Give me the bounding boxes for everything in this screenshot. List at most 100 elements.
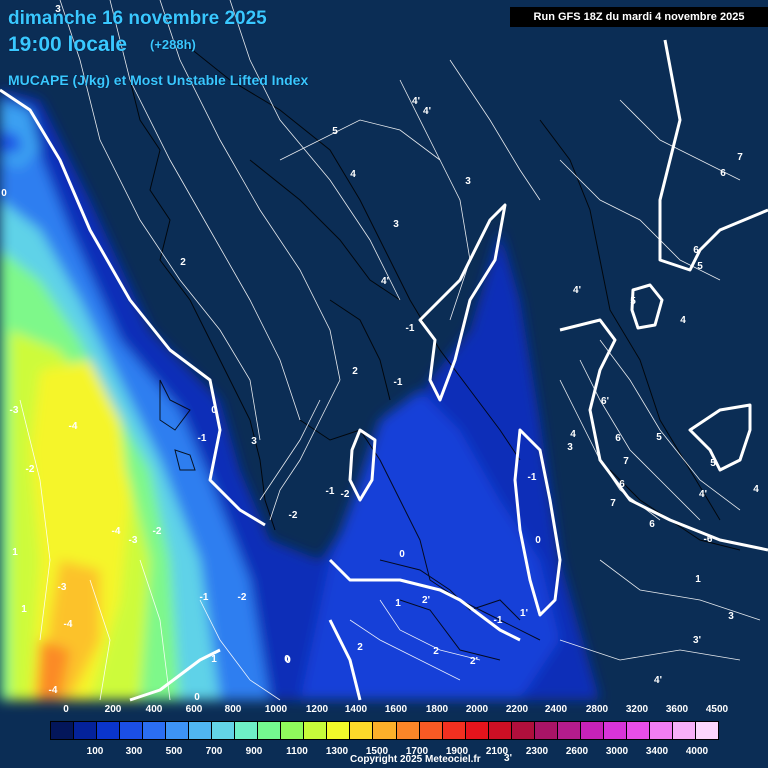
legend-swatch: [372, 721, 397, 740]
contour-label: -3: [10, 405, 19, 416]
contour-label: 7: [610, 498, 616, 509]
contour-label: 7: [623, 456, 629, 467]
contour-label: -3: [58, 582, 67, 593]
legend-tick-bottom: 3400: [645, 746, 669, 757]
legend-swatch: [73, 721, 98, 740]
parameter-title: MUCAPE (J/kg) et Most Unstable Lifted In…: [8, 72, 309, 88]
contour-label: 5: [697, 261, 703, 272]
contour-label: 3': [693, 635, 701, 646]
contour-label: 2: [180, 257, 186, 268]
contour-label: 0: [1, 188, 7, 199]
contour-label: -2: [238, 592, 247, 603]
legend-tick-top: 0: [63, 704, 69, 715]
contour-label: 5: [630, 296, 636, 307]
contour-label: -4: [64, 619, 73, 630]
legend-tick-top: 3600: [665, 704, 689, 715]
contour-label: 4': [381, 276, 389, 287]
legend-swatch: [211, 721, 236, 740]
legend-swatch: [441, 721, 466, 740]
contour-label: 4': [699, 489, 707, 500]
legend-tick-top: 200: [104, 704, 122, 715]
forecast-date: dimanche 16 novembre 2025: [8, 8, 267, 29]
legend-swatch: [395, 721, 420, 740]
contour-label: -1: [494, 615, 503, 626]
contour-label: 5: [332, 126, 338, 137]
forecast-time: 19:00 locale: [8, 33, 128, 56]
model-run-label: Run GFS 18Z du mardi 4 novembre 2025: [510, 7, 768, 27]
legend-swatch: [487, 721, 512, 740]
legend-tick-top: 400: [145, 704, 163, 715]
legend-tick-bottom: 4000: [685, 746, 709, 757]
contour-label: -2: [341, 489, 350, 500]
cape-shading: [0, 90, 600, 700]
contour-label: 6: [720, 168, 726, 179]
contour-label: 5: [656, 432, 662, 443]
contour-label: 4': [412, 96, 420, 107]
legend-swatch: [464, 721, 489, 740]
contour-label: 4': [654, 675, 662, 686]
contour-label: 2': [470, 656, 478, 667]
contour-label: -2: [26, 464, 35, 475]
legend-tick-top: 600: [185, 704, 203, 715]
contour-label: 1: [695, 574, 701, 585]
contour-label: -1: [406, 323, 415, 334]
contour-label: 6: [649, 519, 655, 530]
legend-swatch: [349, 721, 374, 740]
contour-label: -2: [153, 526, 162, 537]
legend-swatch: [556, 721, 581, 740]
contour-label: 4: [570, 429, 576, 440]
legend-swatch: [326, 721, 351, 740]
contour-label: 1: [395, 598, 401, 609]
contour-label: 4': [423, 106, 431, 117]
contour-label: 4: [680, 315, 686, 326]
contour-label: -3: [129, 535, 138, 546]
legend-tick-top: 1000: [264, 704, 288, 715]
contour-label: -1: [198, 433, 207, 444]
legend-tick-top: 2800: [585, 704, 609, 715]
legend-swatch: [418, 721, 443, 740]
contour-label: 0: [285, 655, 291, 666]
legend-tick-bottom: 1500: [365, 746, 389, 757]
contour-label: 0: [211, 405, 217, 416]
contour-label: 7: [737, 152, 743, 163]
contour-label: 2: [357, 642, 363, 653]
legend-tick-top: 1600: [384, 704, 408, 715]
contour-label: 1: [211, 654, 217, 665]
legend-tick-top: 3200: [625, 704, 649, 715]
contour-label: 1': [520, 608, 528, 619]
contour-label: 3: [567, 442, 573, 453]
contour-label: 4': [573, 285, 581, 296]
lifted-index-contours: [19, 0, 761, 701]
contour-label: 1: [21, 604, 27, 615]
contour-label: 4: [753, 484, 759, 495]
contour-label: 3: [465, 176, 471, 187]
legend-swatch: [533, 721, 558, 740]
contour-label: 2': [422, 595, 430, 606]
legend-tick-top: 4500: [705, 704, 729, 715]
contour-label: 2: [433, 646, 439, 657]
contour-label: -6: [704, 534, 713, 545]
contour-label: 3: [728, 611, 734, 622]
contour-label: -4: [49, 685, 58, 696]
legend-swatch: [234, 721, 259, 740]
forecast-lead-time: (+288h): [150, 37, 196, 52]
contour-label: 0: [535, 535, 541, 546]
legend-swatch: [648, 721, 673, 740]
contour-label: -4: [112, 526, 121, 537]
legend-tick-bottom: 1700: [405, 746, 429, 757]
contour-label: 2: [352, 366, 358, 377]
contour-label: 1: [12, 547, 18, 558]
legend-tick-top: 1200: [305, 704, 329, 715]
legend-tick-bottom: 3000: [605, 746, 629, 757]
legend-swatch: [50, 721, 75, 740]
copyright: Copyright 2025 Meteociel.fr: [350, 754, 481, 765]
legend-swatch: [625, 721, 650, 740]
contour-label: -2: [289, 510, 298, 521]
contour-label: 3: [55, 4, 61, 15]
legend-tick-bottom: 100: [86, 746, 104, 757]
legend-tick-bottom: 900: [245, 746, 263, 757]
legend-tick-bottom: 1300: [325, 746, 349, 757]
contour-label: 0: [284, 654, 290, 665]
